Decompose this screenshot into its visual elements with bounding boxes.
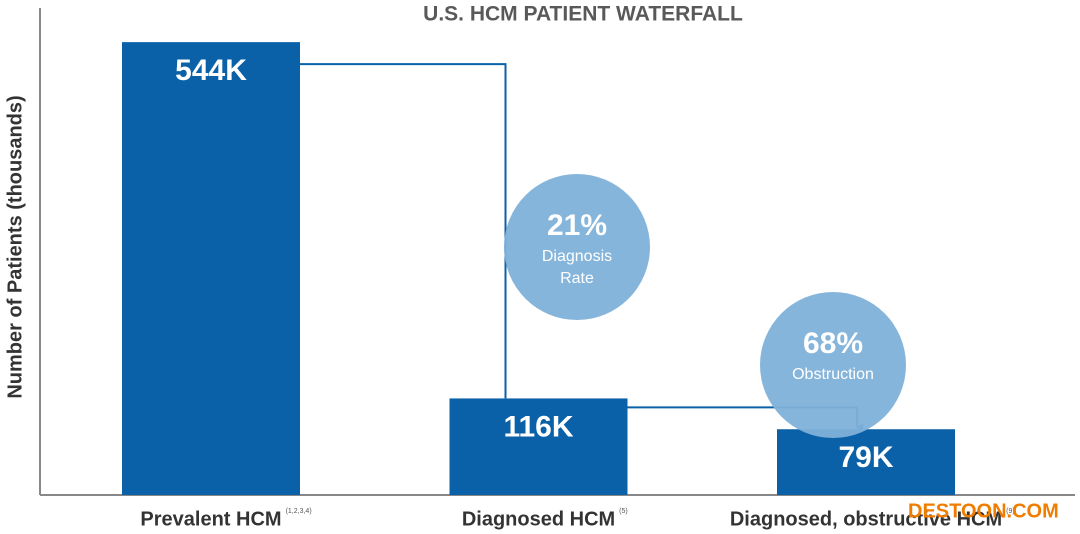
bar xyxy=(777,429,955,495)
value-label: 79K xyxy=(838,441,893,474)
watermark: DESTOON.COM xyxy=(908,500,1059,522)
x-tick-label: Diagnosed, obstructive HCM xyxy=(730,508,1002,530)
annotation-value: 68% xyxy=(803,327,863,360)
annotation-text: Obstruction xyxy=(792,366,874,383)
category-note: (5) xyxy=(619,508,628,515)
x-tick-label: Prevalent HCM xyxy=(140,508,281,530)
x-tick-label: Diagnosed HCM xyxy=(462,508,615,530)
annotation-value: 21% xyxy=(547,209,607,242)
connector xyxy=(300,63,507,399)
chart-title: U.S. HCM PATIENT WATERFALL xyxy=(423,3,743,26)
y-axis-label: Number of Patients (thousands) xyxy=(4,95,26,398)
value-label: 544K xyxy=(175,54,247,87)
annotation-text: Rate xyxy=(560,270,594,287)
annotation-bubble xyxy=(760,292,906,438)
bar xyxy=(122,42,300,495)
annotation-bubble xyxy=(504,174,650,320)
category-note: (9) xyxy=(1006,508,1015,515)
value-label: 116K xyxy=(503,410,573,443)
category-note: (1,2,3,4) xyxy=(286,508,312,515)
bar xyxy=(449,398,628,495)
annotation-text: Diagnosis xyxy=(542,248,612,265)
